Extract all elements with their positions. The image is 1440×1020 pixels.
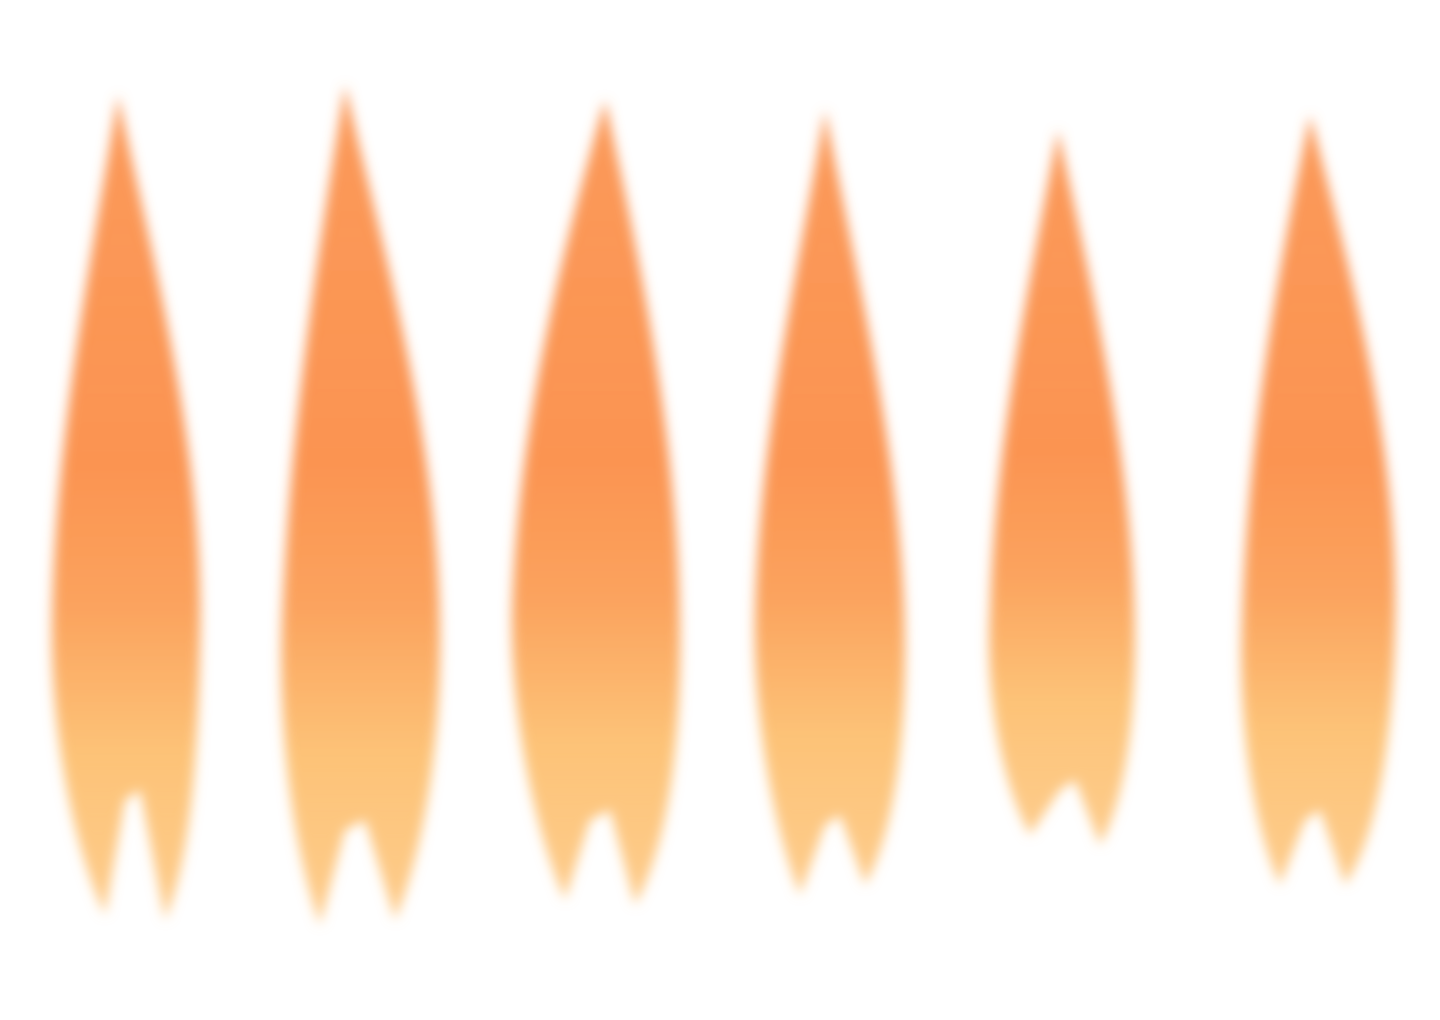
flame-frame-2	[281, 85, 440, 925]
flame-frame-4	[754, 110, 905, 895]
flame-frame-1	[51, 95, 201, 920]
flame-frame-5	[989, 130, 1135, 845]
flame-frame-3	[511, 100, 680, 905]
flame-frame-6	[1241, 115, 1396, 885]
